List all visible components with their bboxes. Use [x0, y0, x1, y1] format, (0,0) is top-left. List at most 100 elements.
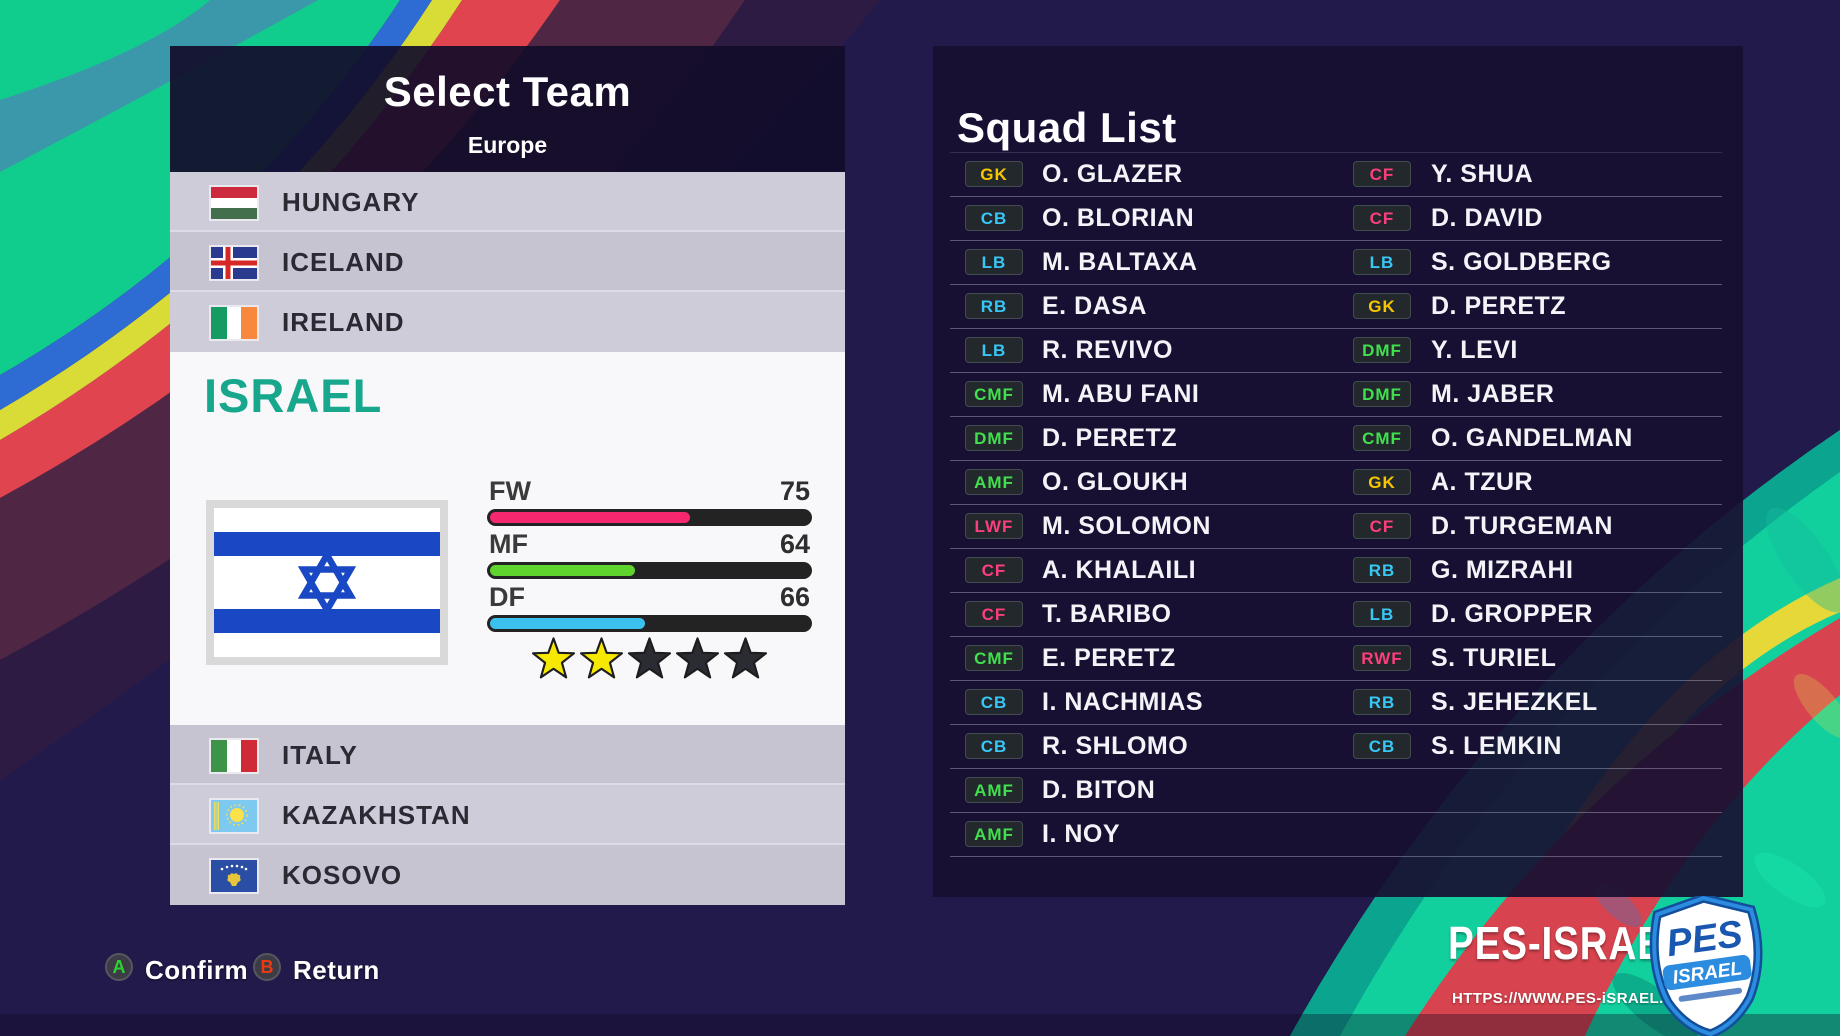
star-filled-icon — [531, 637, 576, 679]
row-divider — [170, 230, 845, 232]
player-name: T. BARIBO — [1042, 600, 1172, 628]
squad-list-panel: Squad List GK O. GLAZER CF Y. SHUA CB O. BLOR… — [933, 46, 1743, 897]
player-name: M. ABU FANI — [1042, 380, 1200, 408]
player-name: M. JABER — [1431, 380, 1555, 408]
player-name: A. KHALAILI — [1042, 556, 1197, 584]
player-name: D. GROPPER — [1431, 600, 1593, 628]
star-filled-icon — [579, 637, 624, 679]
squad-row: CMF E. PERETZ RWF S. TURIEL — [950, 637, 1722, 681]
row-divider — [170, 290, 845, 292]
selected-team-name: ISRAEL — [204, 369, 383, 422]
squad-row: CB O. BLORIAN CF D. DAVID — [950, 197, 1722, 241]
position-badge: LB — [965, 337, 1023, 363]
pes-israel-shield-logo: PES ISRAEL — [1649, 896, 1763, 1036]
player-name: R. SHLOMO — [1042, 732, 1189, 760]
stat-value: 75 — [779, 476, 810, 506]
flag-italy-icon — [209, 738, 259, 774]
stat-bar-fill — [490, 618, 645, 629]
squad-row: CMF M. ABU FANI DMF M. JABER — [950, 373, 1722, 417]
player-name: D. DAVID — [1431, 204, 1543, 232]
team-row-kosovo[interactable]: KOSOVO — [170, 845, 845, 905]
player-name: S. GOLDBERG — [1431, 248, 1612, 276]
brand-wordmark: PES-ISRAEL — [1448, 917, 1689, 969]
player-name: S. LEMKIN — [1431, 732, 1562, 760]
stat-value: 66 — [779, 582, 810, 612]
player-name: S. TURIEL — [1431, 644, 1557, 672]
player-name: A. TZUR — [1431, 468, 1534, 496]
position-badge: LB — [965, 249, 1023, 275]
squad-row: CF A. KHALAILI RB G. MIZRAHI — [950, 549, 1722, 593]
squad-row: LWF M. SOLOMON CF D. TURGEMAN — [950, 505, 1722, 549]
squad-row: CB I. NACHMIAS RB S. JEHEZKEL — [950, 681, 1722, 725]
flag-ireland-icon — [209, 305, 259, 341]
row-divider — [170, 843, 845, 845]
stat-label: FW — [489, 476, 531, 506]
position-badge: DMF — [1353, 337, 1411, 363]
team-row-italy[interactable]: ITALY — [170, 725, 845, 785]
player-name: I. NOY — [1042, 820, 1121, 848]
player-name: M. SOLOMON — [1042, 512, 1211, 540]
player-name: D. PERETZ — [1042, 424, 1178, 452]
team-label: ITALY — [282, 740, 358, 770]
team-label: IRELAND — [282, 307, 405, 337]
player-name: I. NACHMIAS — [1042, 688, 1204, 716]
team-label: HUNGARY — [282, 187, 420, 217]
confirm-button[interactable]: Confirm — [145, 955, 249, 985]
position-badge: DMF — [1353, 381, 1411, 407]
squad-row: LB R. REVIVO DMF Y. LEVI — [950, 329, 1722, 373]
squad-row: CB R. SHLOMO CB S. LEMKIN — [950, 725, 1722, 769]
stat-bar-track — [487, 509, 812, 526]
position-badge: LB — [1353, 249, 1411, 275]
position-badge: CB — [1353, 733, 1411, 759]
position-badge: CMF — [965, 381, 1023, 407]
team-row-hungary[interactable]: HUNGARY — [170, 172, 845, 232]
player-name: D. BITON — [1042, 776, 1156, 804]
flag-kosovo-icon — [209, 858, 259, 894]
position-badge: CMF — [1353, 425, 1411, 451]
player-name: O. GLAZER — [1042, 160, 1183, 188]
player-name: S. JEHEZKEL — [1431, 688, 1598, 716]
position-badge: CF — [965, 557, 1023, 583]
row-divider — [170, 783, 845, 785]
squad-list-title: Squad List — [957, 104, 1177, 151]
team-row-ireland[interactable]: IRELAND — [170, 292, 845, 352]
stat-bar-fill — [490, 565, 635, 576]
select-team-panel: Select Team Europe HUNGARY ICELAND — [170, 46, 845, 905]
player-name: E. PERETZ — [1042, 644, 1176, 672]
page-title: Select Team — [383, 68, 632, 115]
team-label: KAZAKHSTAN — [282, 800, 471, 830]
position-badge: GK — [1353, 469, 1411, 495]
gamepad-a-button-icon[interactable]: A — [105, 953, 133, 981]
team-row-kazakhstan[interactable]: KAZAKHSTAN — [170, 785, 845, 845]
squad-row: CF T. BARIBO LB D. GROPPER — [950, 593, 1722, 637]
position-badge: LWF — [965, 513, 1023, 539]
position-badge: AMF — [965, 777, 1023, 803]
squad-row: GK O. GLAZER CF Y. SHUA — [950, 153, 1722, 197]
position-badge: CB — [965, 205, 1023, 231]
gamepad-b-button-icon[interactable]: B — [253, 953, 281, 981]
flag-kazakhstan-icon — [209, 798, 259, 834]
squad-row: RB E. DASA GK D. PERETZ — [950, 285, 1722, 329]
stat-value: 64 — [779, 529, 810, 559]
player-name: O. BLORIAN — [1042, 204, 1195, 232]
position-badge: GK — [1353, 293, 1411, 319]
position-badge: DMF — [965, 425, 1023, 451]
position-badge: RB — [1353, 689, 1411, 715]
squad-row: AMF I. NOY — [950, 813, 1722, 857]
position-badge: CF — [965, 601, 1023, 627]
return-button[interactable]: Return — [293, 955, 380, 985]
team-row-iceland[interactable]: ICELAND — [170, 232, 845, 292]
position-badge: CF — [1353, 513, 1411, 539]
squad-row: AMF O. GLOUKH GK A. TZUR — [950, 461, 1722, 505]
position-badge: RB — [965, 293, 1023, 319]
flag-israel-large — [206, 500, 448, 665]
position-badge: RB — [1353, 557, 1411, 583]
player-name: D. PERETZ — [1431, 292, 1567, 320]
squad-row: AMF D. BITON — [950, 769, 1722, 813]
player-name: M. BALTAXA — [1042, 248, 1198, 276]
flag-hungary-icon — [209, 185, 259, 221]
selected-team-section[interactable]: ISRAEL FW 75 — [170, 352, 845, 725]
position-badge: AMF — [965, 469, 1023, 495]
player-name: D. TURGEMAN — [1431, 512, 1613, 540]
